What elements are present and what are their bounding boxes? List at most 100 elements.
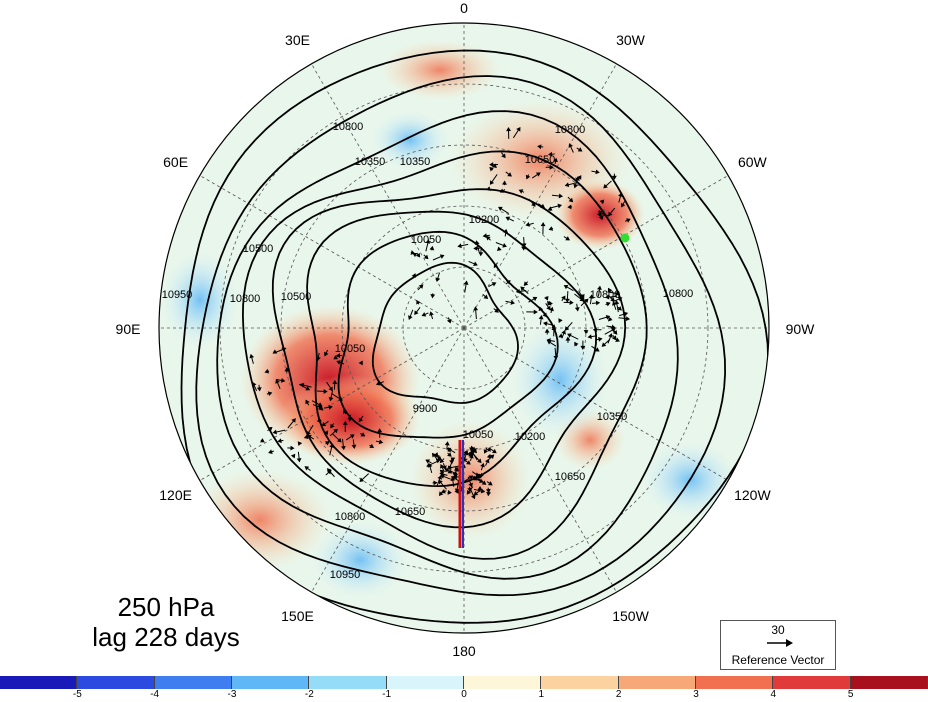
contour-label: 10050 <box>335 343 366 355</box>
wind-vector-head <box>438 479 443 485</box>
wind-vector-head <box>611 175 617 180</box>
colorbar-tick-label: 1 <box>538 689 545 700</box>
wind-vector-head <box>446 318 452 324</box>
wind-vector-head <box>423 254 429 260</box>
wind-vector-head <box>281 347 287 352</box>
wind-vector-head <box>452 474 458 480</box>
wind-vector-head <box>612 301 617 306</box>
longitude-label: 90W <box>785 321 815 337</box>
wind-vector-head <box>343 409 348 414</box>
wind-vector-head <box>429 311 434 316</box>
wind-vector-head <box>531 201 536 207</box>
wind-vector-head <box>489 162 494 167</box>
wind-vector-head <box>553 157 558 163</box>
reference-vector-label: Reference Vector <box>731 653 825 667</box>
wind-vector-head <box>561 295 566 301</box>
wind-vector-head <box>553 355 559 360</box>
polar-map: 10800 10650 10350 10200 10050 10800 10500 10800… <box>158 22 770 634</box>
wind-vector-head <box>479 478 484 483</box>
wind-vector-head <box>336 360 341 365</box>
colorbar-cell <box>695 676 774 689</box>
meridian-line <box>199 175 465 329</box>
wind-vector-head <box>466 460 471 465</box>
wind-vector-head <box>267 391 273 397</box>
wind-vector-head <box>568 197 574 203</box>
wind-vector-head <box>480 462 485 468</box>
contour-label: 10050 <box>411 234 442 246</box>
longitude-label: 150E <box>281 608 314 625</box>
wind-vector-head <box>626 218 631 223</box>
wind-vector-head <box>474 240 480 245</box>
wind-vector-head <box>444 467 450 472</box>
wind-vector-head <box>605 294 610 300</box>
pressure-level-title: 250 hPa <box>117 592 215 622</box>
contour-label: 10800 <box>663 288 694 300</box>
longitude-label: 60W <box>737 153 767 170</box>
wind-vector-head <box>583 298 589 304</box>
longitude-label: 120E <box>159 486 192 503</box>
wind-vector-head <box>416 299 421 305</box>
wind-vector-head <box>468 475 474 480</box>
wind-vector-head <box>573 183 579 189</box>
wind-vector-head <box>463 450 468 455</box>
contour-line <box>216 110 679 580</box>
wind-vector-head <box>472 476 477 481</box>
wind-vector-head <box>442 465 447 470</box>
contour-line <box>180 49 769 624</box>
wind-vector-head <box>473 306 479 311</box>
location-marker <box>620 233 630 243</box>
colorbar-tick-label: 3 <box>693 689 699 700</box>
wind-vector-head <box>347 417 353 422</box>
wind-vector-head <box>535 172 541 177</box>
wind-vector-head <box>484 458 490 464</box>
wind-vector-head <box>324 441 330 446</box>
wind-vector-head <box>564 298 570 303</box>
meridian-line <box>311 327 465 593</box>
wind-vector-head <box>493 263 499 269</box>
wind-vector-head <box>532 296 538 302</box>
wind-vector-head <box>439 471 444 477</box>
wind-vector-head <box>324 351 329 357</box>
wind-vector-head <box>595 300 601 306</box>
wind-vector-head <box>249 353 255 359</box>
wind-vector-head <box>597 285 602 291</box>
wind-vector-head <box>426 462 431 468</box>
wind-vector-head <box>473 245 478 251</box>
wind-vector-head <box>618 192 623 198</box>
colorbar-cell <box>850 676 928 689</box>
wind-vector-head <box>502 243 507 248</box>
meridian-line <box>311 63 465 329</box>
wind-vector-head <box>304 466 310 471</box>
wind-vector-head <box>431 452 437 458</box>
wind-vector-head <box>444 441 450 446</box>
wind-vector-head <box>290 445 295 451</box>
wind-vector-head <box>438 491 444 496</box>
wind-vector-head <box>468 482 473 488</box>
meridian-line <box>463 327 729 481</box>
wind-vector-head <box>471 494 476 500</box>
colorbar-tick-label: -5 <box>72 689 82 700</box>
contour-label: 10500 <box>281 291 312 303</box>
wind-vector-head <box>569 300 574 306</box>
wind-vector-head <box>549 306 554 312</box>
wind-vector-head <box>605 301 611 307</box>
wind-vector-head <box>515 288 521 294</box>
longitude-label: 150W <box>612 608 649 625</box>
wind-vector-head <box>414 310 419 316</box>
wind-vector-head <box>565 336 571 341</box>
wind-vector-head <box>498 206 503 212</box>
wind-vector-head <box>489 167 494 172</box>
graticule <box>159 23 769 633</box>
reference-arrow-icon <box>767 639 793 647</box>
wind-vector-head <box>583 330 589 335</box>
wind-vector-head <box>577 175 582 180</box>
wind-vector-head <box>623 311 629 317</box>
wind-vector-head <box>611 324 616 330</box>
wind-vector-head <box>520 286 525 291</box>
wind-vector-head <box>305 386 311 391</box>
wind-vector-head <box>333 428 338 434</box>
colorbar-tick-label: 4 <box>770 689 777 700</box>
wind-vector-head <box>486 235 491 241</box>
wind-vector-head <box>369 443 375 448</box>
wind-vector-head <box>473 261 478 266</box>
